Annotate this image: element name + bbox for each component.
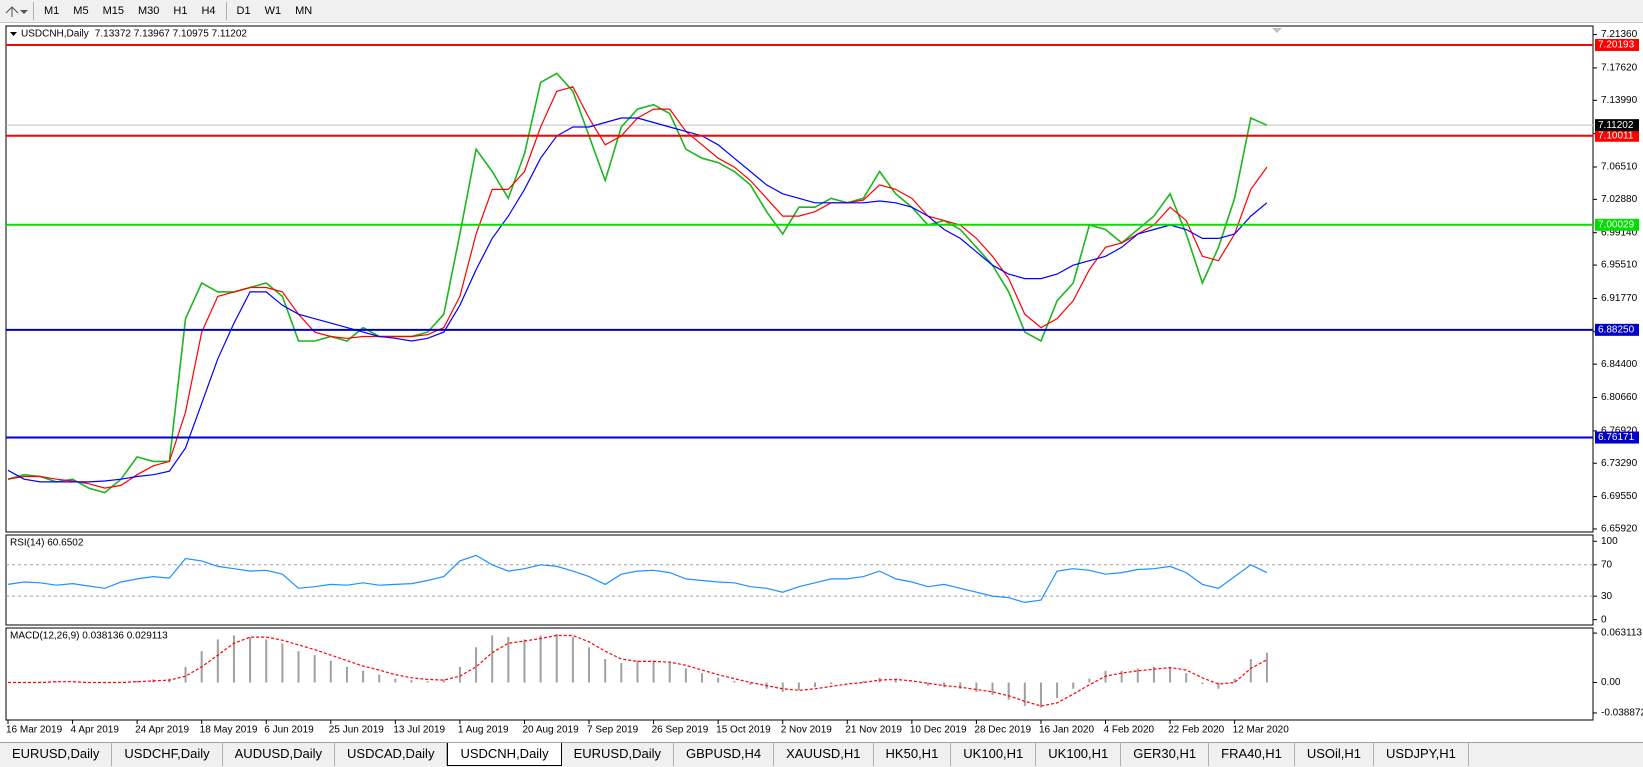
scroll-marker <box>1272 28 1282 33</box>
chart-tabs: EURUSD,Daily USDCHF,Daily AUDUSD,Daily USDC… <box>0 742 1643 767</box>
x-tick-label: 24 Apr 2019 <box>135 725 189 736</box>
chart-tab[interactable]: FRA40,H1 <box>1209 743 1295 766</box>
y-tick-label: 0.063113 <box>1601 628 1642 639</box>
level-price-box <box>1595 323 1639 336</box>
toolbar-icon <box>5 6 28 17</box>
x-tick-label: 13 Jul 2019 <box>393 725 445 736</box>
y-tick-label: 7.13990 <box>1601 95 1638 106</box>
timeframe-button[interactable]: W1 <box>264 5 282 17</box>
series-line <box>7 554 1268 604</box>
y-tick-label: 7.06510 <box>1601 162 1638 173</box>
x-tick-label: 16 Jan 2020 <box>1039 725 1094 736</box>
y-tick-label: 7.02880 <box>1601 194 1638 205</box>
x-tick-label: 28 Dec 2019 <box>974 725 1031 736</box>
x-tick-label: 18 May 2019 <box>200 725 258 736</box>
timeframe-button[interactable]: D1 <box>236 5 251 17</box>
x-tick-label: 15 Oct 2019 <box>716 725 771 736</box>
panel-title: USDCNH,Daily <box>21 29 89 40</box>
chart-tab[interactable]: USDCHF,Daily <box>112 743 223 766</box>
x-tick-label: 1 Aug 2019 <box>458 725 509 736</box>
y-tick-label: 70 <box>1601 559 1613 570</box>
x-tick-label: 7 Sep 2019 <box>587 725 639 736</box>
timeframe-button[interactable]: M30 <box>137 5 160 17</box>
collapse-arrow <box>10 32 17 36</box>
level-price-label: 7.00029 <box>1598 219 1635 230</box>
y-tick-label: 100 <box>1601 536 1618 547</box>
series-line <box>7 117 1268 483</box>
level-price-box <box>1595 431 1639 444</box>
chart-tab[interactable]: UK100,H1 <box>951 743 1037 766</box>
y-tick-label: 0 <box>1601 614 1607 625</box>
current-price-label: 7.11202 <box>1598 120 1634 131</box>
y-tick-label: -0.038872 <box>1601 708 1643 719</box>
chart-tab[interactable]: GER30,H1 <box>1121 743 1210 766</box>
y-tick-label: 6.65920 <box>1601 524 1638 535</box>
separator <box>33 2 34 20</box>
x-tick-label: 21 Nov 2019 <box>845 725 902 736</box>
chart-tab[interactable]: GBPUSD,H4 <box>674 743 775 766</box>
separator <box>225 2 227 20</box>
chart-tab[interactable]: UK100,H1 <box>1036 743 1122 766</box>
chart-tab[interactable]: HK50,H1 <box>874 743 952 766</box>
x-tick-label: 12 Mar 2020 <box>1233 725 1290 736</box>
series-line <box>8 634 1268 707</box>
y-tick-label: 6.80660 <box>1601 392 1638 403</box>
x-tick-label: 4 Feb 2020 <box>1104 725 1155 736</box>
chart-tab[interactable]: AUDUSD,Daily <box>223 743 336 766</box>
panel-title: RSI(14) 60.6502 <box>10 538 84 549</box>
y-tick-label: 6.95510 <box>1601 260 1638 271</box>
x-tick-label: 6 Jun 2019 <box>264 725 314 736</box>
current-price-box <box>1595 119 1639 132</box>
y-tick-label: 7.17620 <box>1601 63 1638 74</box>
level-price-box <box>1595 38 1639 51</box>
timeframe-button[interactable]: H1 <box>173 5 188 17</box>
panel-title: MACD(12,26,9) 0.038136 0.029113 <box>10 631 168 642</box>
chart-tab[interactable]: XAUUSD,H1 <box>774 743 874 766</box>
timeframe-button[interactable]: M15 <box>102 5 124 17</box>
chart-tab[interactable]: USDJPY,H1 <box>1374 743 1469 766</box>
x-tick-label: 10 Dec 2019 <box>910 725 967 736</box>
panel-frame <box>5 627 1594 721</box>
x-tick-label: 26 Sep 2019 <box>652 725 709 736</box>
y-tick-label: 6.73290 <box>1601 458 1638 469</box>
chart: 7.213607.176207.139907.102507.065107.028… <box>5 25 1643 736</box>
x-tick-label: 25 Jun 2019 <box>329 725 384 736</box>
y-tick-label: 6.76920 <box>1601 426 1638 437</box>
timeframe-button[interactable]: M1 <box>44 5 60 17</box>
x-tick-label: 20 Aug 2019 <box>522 725 579 736</box>
level-price-label: 7.20193 <box>1598 40 1635 51</box>
panel-frame <box>5 534 1594 626</box>
timeframe-toolbar: M1 M5 M15 M30 H1 H4 D1 W1 MN <box>0 0 1643 23</box>
level-price-label: 7.10011 <box>1598 130 1634 141</box>
timeframe-button[interactable]: H4 <box>201 5 216 17</box>
x-tick-label: 4 Apr 2019 <box>71 725 120 736</box>
timeframe-button[interactable]: M5 <box>73 5 89 17</box>
y-tick-label: 6.69550 <box>1601 491 1638 502</box>
panel-subtitle: 7.13372 7.13967 7.10975 7.11202 <box>95 29 248 40</box>
timeframe-button[interactable]: MN <box>295 5 313 17</box>
y-tick-label: 6.84400 <box>1601 359 1638 370</box>
series-line <box>7 72 1268 494</box>
y-tick-label: 30 <box>1601 591 1613 602</box>
x-tick-label: 22 Feb 2020 <box>1168 725 1225 736</box>
level-price-label: 6.76171 <box>1598 432 1635 443</box>
y-tick-label: 6.91770 <box>1601 293 1638 304</box>
y-tick-label: 0.00 <box>1601 677 1621 688</box>
chart-tab[interactable]: USDCAD,Daily <box>335 743 448 766</box>
chart-tab[interactable]: USDCNH,Daily <box>447 743 562 766</box>
chart-tab[interactable]: USOil,H1 <box>1295 743 1375 766</box>
x-tick-label: 16 Mar 2019 <box>6 725 63 736</box>
x-tick-label: 2 Nov 2019 <box>781 725 833 736</box>
chart-tab[interactable]: EURUSD,Daily <box>0 743 113 766</box>
y-tick-label: 7.21360 <box>1601 29 1638 40</box>
level-price-box <box>1595 218 1639 231</box>
level-price-label: 6.88250 <box>1598 324 1635 335</box>
level-price-box <box>1595 129 1639 142</box>
y-tick-label: 6.99140 <box>1601 227 1638 238</box>
panel-frame <box>5 25 1594 533</box>
chart-tab[interactable]: EURUSD,Daily <box>562 743 674 766</box>
